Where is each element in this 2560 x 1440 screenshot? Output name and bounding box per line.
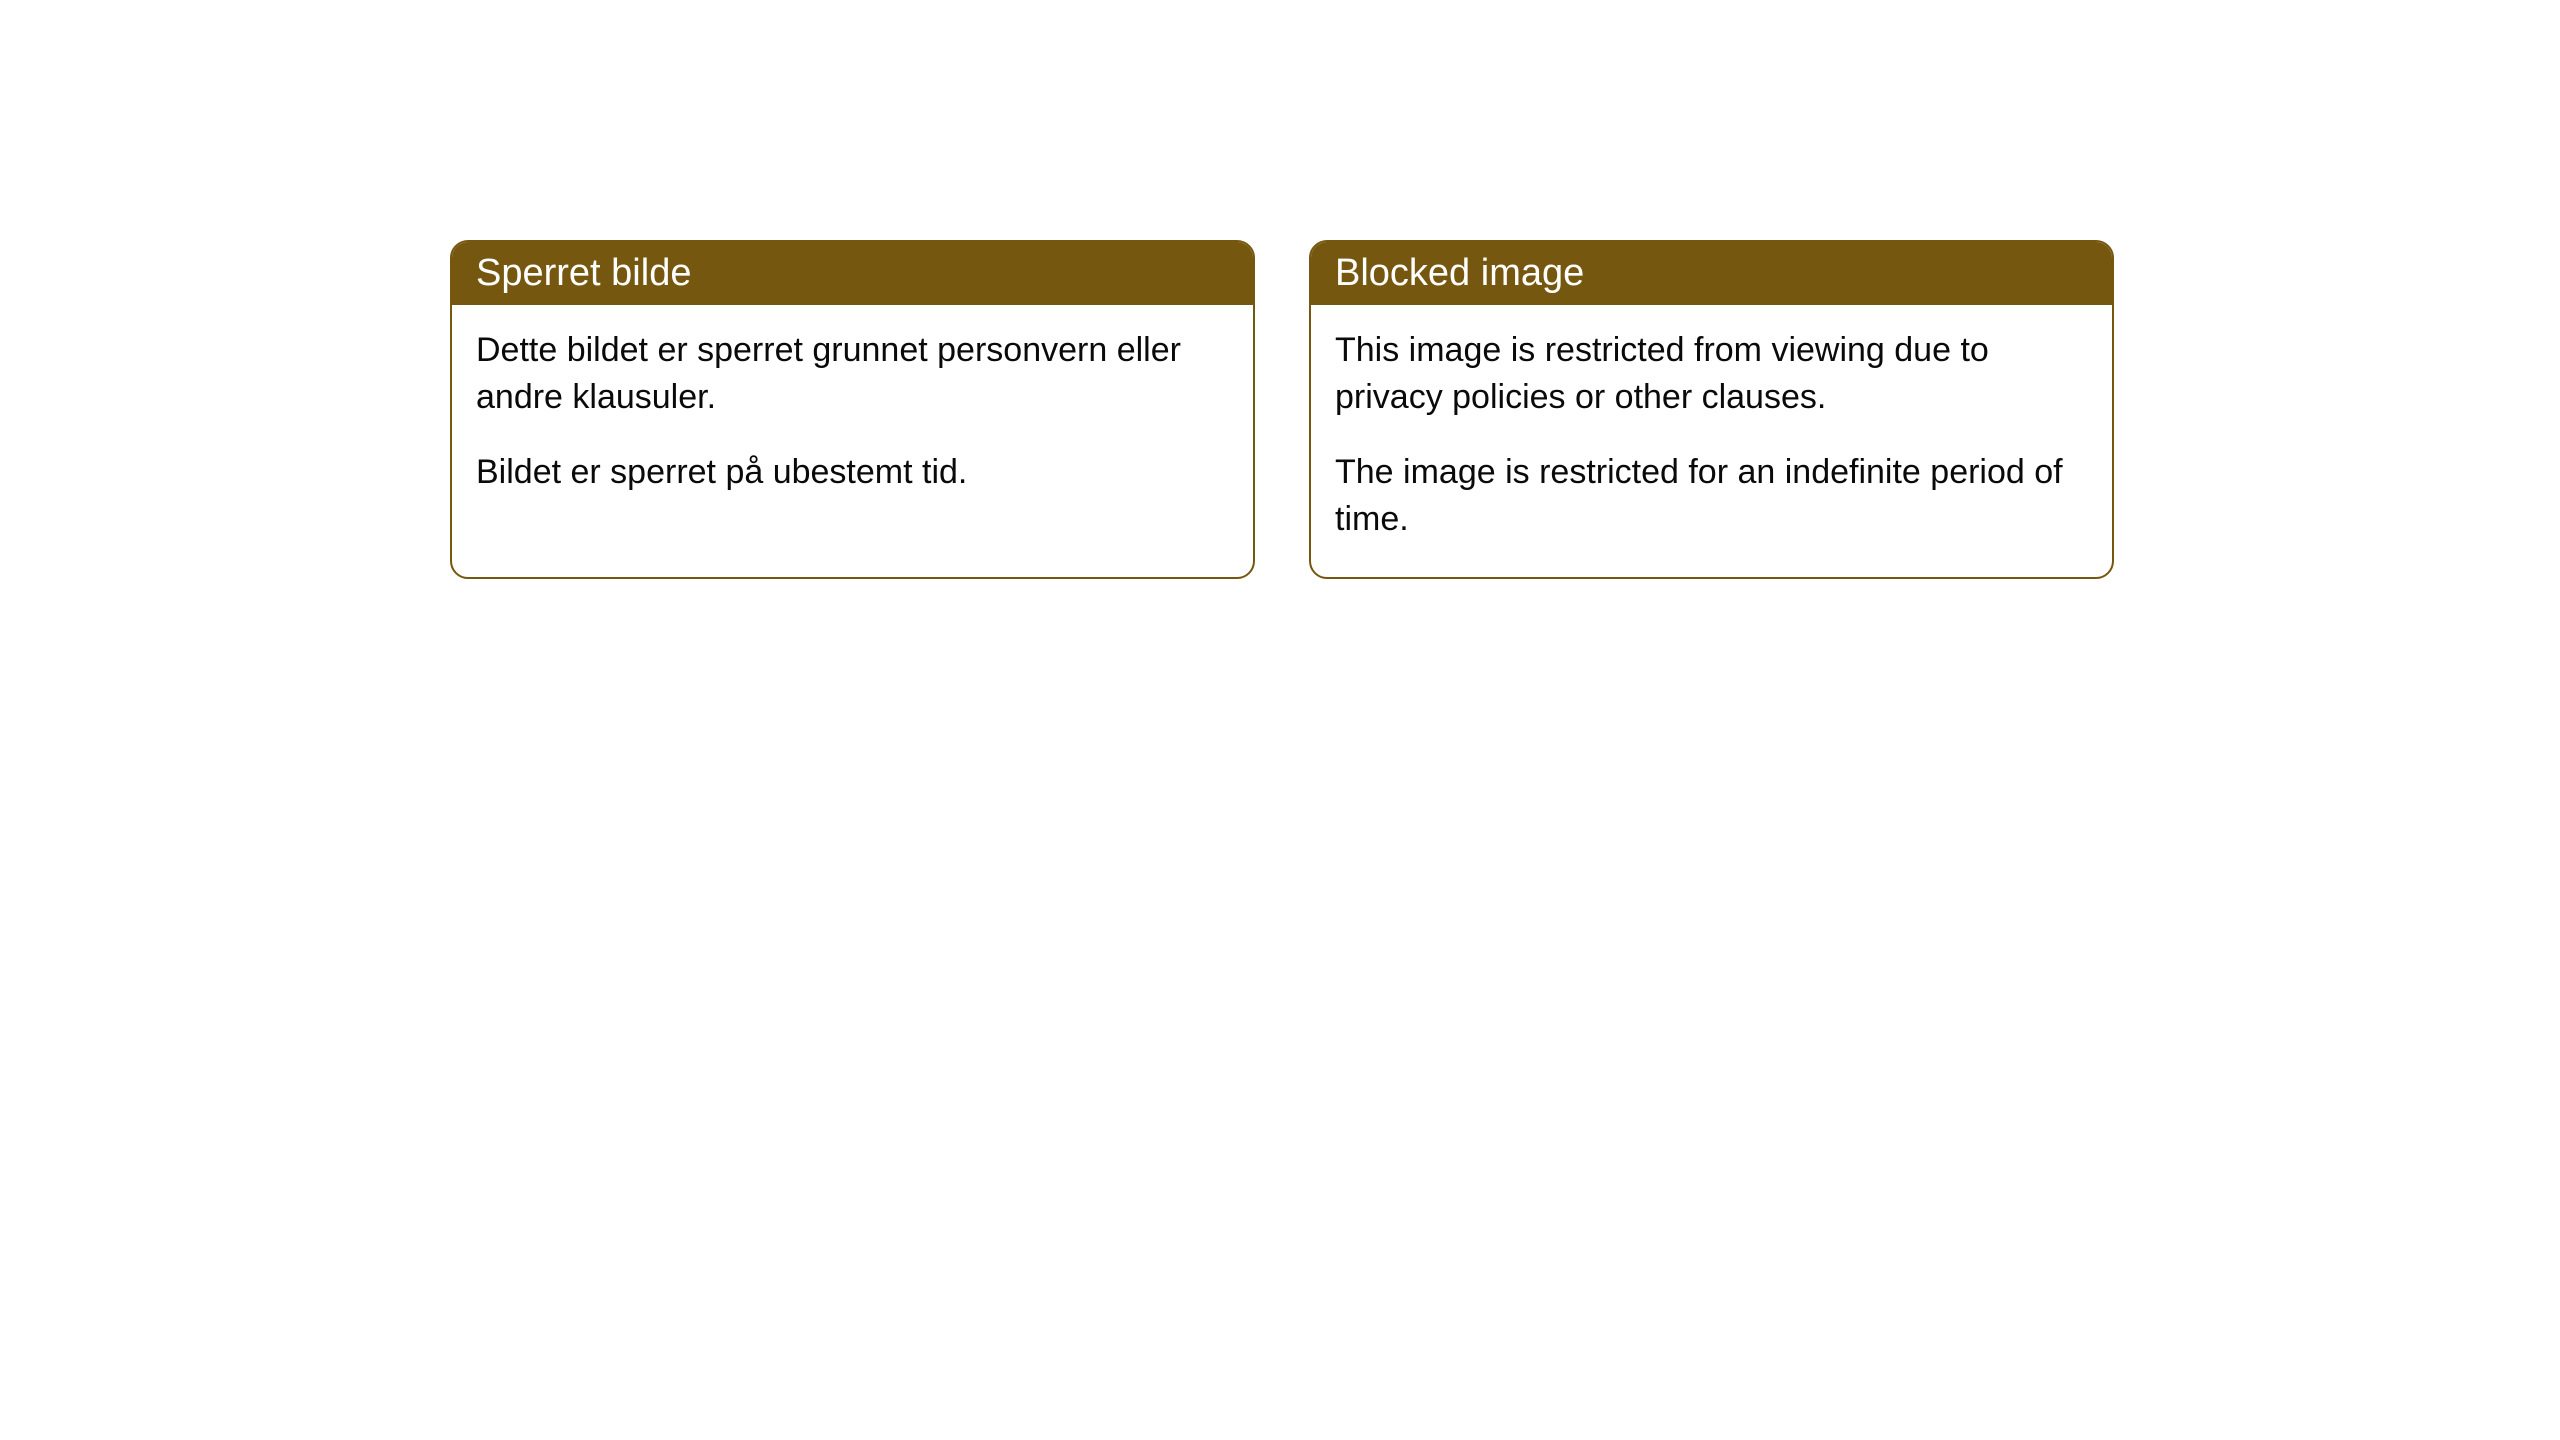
card-paragraph: Bildet er sperret på ubestemt tid.: [476, 449, 1229, 496]
notice-card-english: Blocked image This image is restricted f…: [1309, 240, 2114, 579]
card-title: Sperret bilde: [476, 252, 691, 294]
card-header: Blocked image: [1311, 242, 2112, 305]
notice-card-norwegian: Sperret bilde Dette bildet er sperret gr…: [450, 240, 1255, 579]
notice-container: Sperret bilde Dette bildet er sperret gr…: [450, 240, 2114, 579]
card-body: This image is restricted from viewing du…: [1311, 305, 2112, 577]
card-title: Blocked image: [1335, 252, 1584, 294]
card-paragraph: Dette bildet er sperret grunnet personve…: [476, 327, 1229, 421]
card-body: Dette bildet er sperret grunnet personve…: [452, 305, 1253, 530]
card-paragraph: This image is restricted from viewing du…: [1335, 327, 2088, 421]
card-paragraph: The image is restricted for an indefinit…: [1335, 449, 2088, 543]
card-header: Sperret bilde: [452, 242, 1253, 305]
